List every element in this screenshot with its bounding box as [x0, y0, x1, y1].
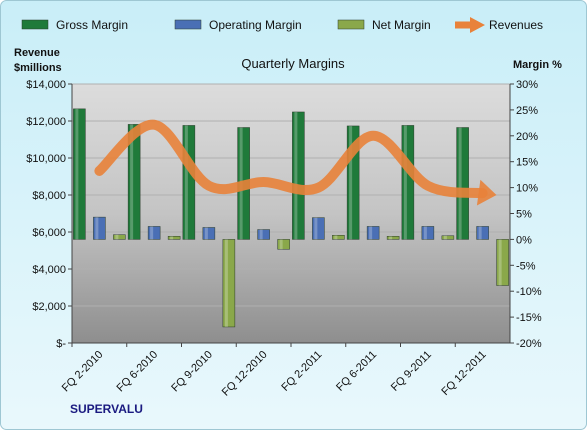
- gross-margin-legend-swatch: [21, 19, 49, 30]
- right-tick-label: 30%: [516, 79, 538, 91]
- bar-highlight: [498, 239, 502, 286]
- bar-highlight: [150, 226, 154, 240]
- bar-highlight: [403, 125, 407, 240]
- bar-highlight: [184, 125, 188, 240]
- gross-margin-bar: [292, 111, 305, 240]
- bar-highlight: [75, 108, 79, 240]
- revenues-arrowhead: [476, 179, 497, 206]
- right-axis-label: Margin %: [513, 59, 562, 71]
- gross-margin-bar: [401, 125, 415, 240]
- legend-label: Net Margin: [372, 18, 431, 32]
- left-tick-label: $10,000: [26, 153, 66, 165]
- right-tick-label: 15%: [516, 157, 538, 169]
- right-tick-label: 20%: [516, 131, 538, 143]
- left-axis-label-line1: Revenue: [14, 47, 60, 59]
- left-tick-label: $14,000: [26, 79, 66, 91]
- legend: Gross Margin Operating Margin Net Margin Re…: [21, 17, 543, 33]
- operating-margin-bar: [366, 226, 380, 240]
- operating-margin-bar: [257, 229, 270, 240]
- operating-margin-bar: [476, 226, 489, 240]
- bar-highlight: [294, 111, 298, 240]
- net-margin-bar: [277, 239, 290, 250]
- bar-highlight: [369, 226, 373, 240]
- operating-margin-bar: [202, 227, 216, 240]
- bar-highlight: [314, 217, 318, 240]
- gross-margin-bar: [456, 127, 469, 240]
- bar-highlight: [95, 217, 99, 240]
- grid-lines: [72, 83, 510, 307]
- left-tick-label: $8,000: [32, 190, 66, 202]
- right-tick-label: -20%: [516, 338, 542, 350]
- bar-highlight: [279, 239, 283, 250]
- net-margin-bar: [496, 239, 509, 286]
- left-tick-label: $-: [56, 338, 66, 350]
- bar-highlight: [478, 226, 482, 240]
- bar-highlight: [130, 124, 134, 240]
- gross-margin-bar: [182, 125, 196, 240]
- gross-margin-bar: [73, 108, 86, 240]
- revenues-line: [94, 119, 488, 199]
- net-margin-bar: [167, 236, 181, 240]
- net-margin-legend-swatch: [337, 19, 365, 30]
- left-tick-label: $12,000: [26, 116, 66, 128]
- legend-label: Revenues: [489, 18, 543, 32]
- net-margin-bar: [113, 234, 126, 240]
- net-margin-bar: [386, 236, 400, 240]
- company-label: SUPERVALU: [70, 402, 143, 416]
- net-margin-bar: [222, 239, 236, 328]
- legend-label: Operating Margin: [209, 18, 302, 32]
- left-axis-label-line2: $millions: [14, 62, 62, 74]
- right-tick-label: -5%: [516, 260, 536, 272]
- net-margin-bar: [441, 235, 455, 240]
- right-tick-label: 10%: [516, 183, 538, 195]
- right-tick-label: 0%: [516, 234, 532, 246]
- left-tick-label: $2,000: [32, 301, 66, 313]
- bar-highlight: [259, 229, 263, 240]
- revenues-legend-arrow: [470, 17, 485, 33]
- operating-margin-bar: [93, 216, 106, 240]
- bar-highlight: [443, 235, 447, 240]
- bar-highlight: [170, 236, 174, 240]
- operating-margin-bar: [147, 226, 161, 240]
- legend-label: Gross Margin: [56, 18, 128, 32]
- revenue-line: [94, 119, 497, 206]
- chart-title: Quarterly Margins: [241, 56, 345, 71]
- bar-highlight: [115, 234, 119, 240]
- right-tick-label: -15%: [516, 312, 542, 324]
- right-tick-label: 25%: [516, 105, 538, 117]
- right-tick-label: -10%: [516, 286, 542, 298]
- operating-margin-legend-swatch: [174, 19, 202, 30]
- bar-highlight: [349, 125, 353, 240]
- left-tick-label: $4,000: [32, 264, 66, 276]
- gross-margin-bar: [127, 124, 141, 240]
- left-tick-label: $6,000: [32, 227, 66, 239]
- bar-highlight: [389, 236, 393, 240]
- bar-highlight: [458, 127, 462, 240]
- bar-highlight: [334, 235, 338, 240]
- bar-highlight: [423, 226, 427, 240]
- right-tick-label: 5%: [516, 209, 532, 221]
- operating-margin-bar: [312, 217, 325, 240]
- operating-margin-bar: [421, 226, 435, 240]
- net-margin-bar: [332, 235, 345, 240]
- bar-highlight: [204, 227, 208, 240]
- bar-highlight: [224, 239, 228, 327]
